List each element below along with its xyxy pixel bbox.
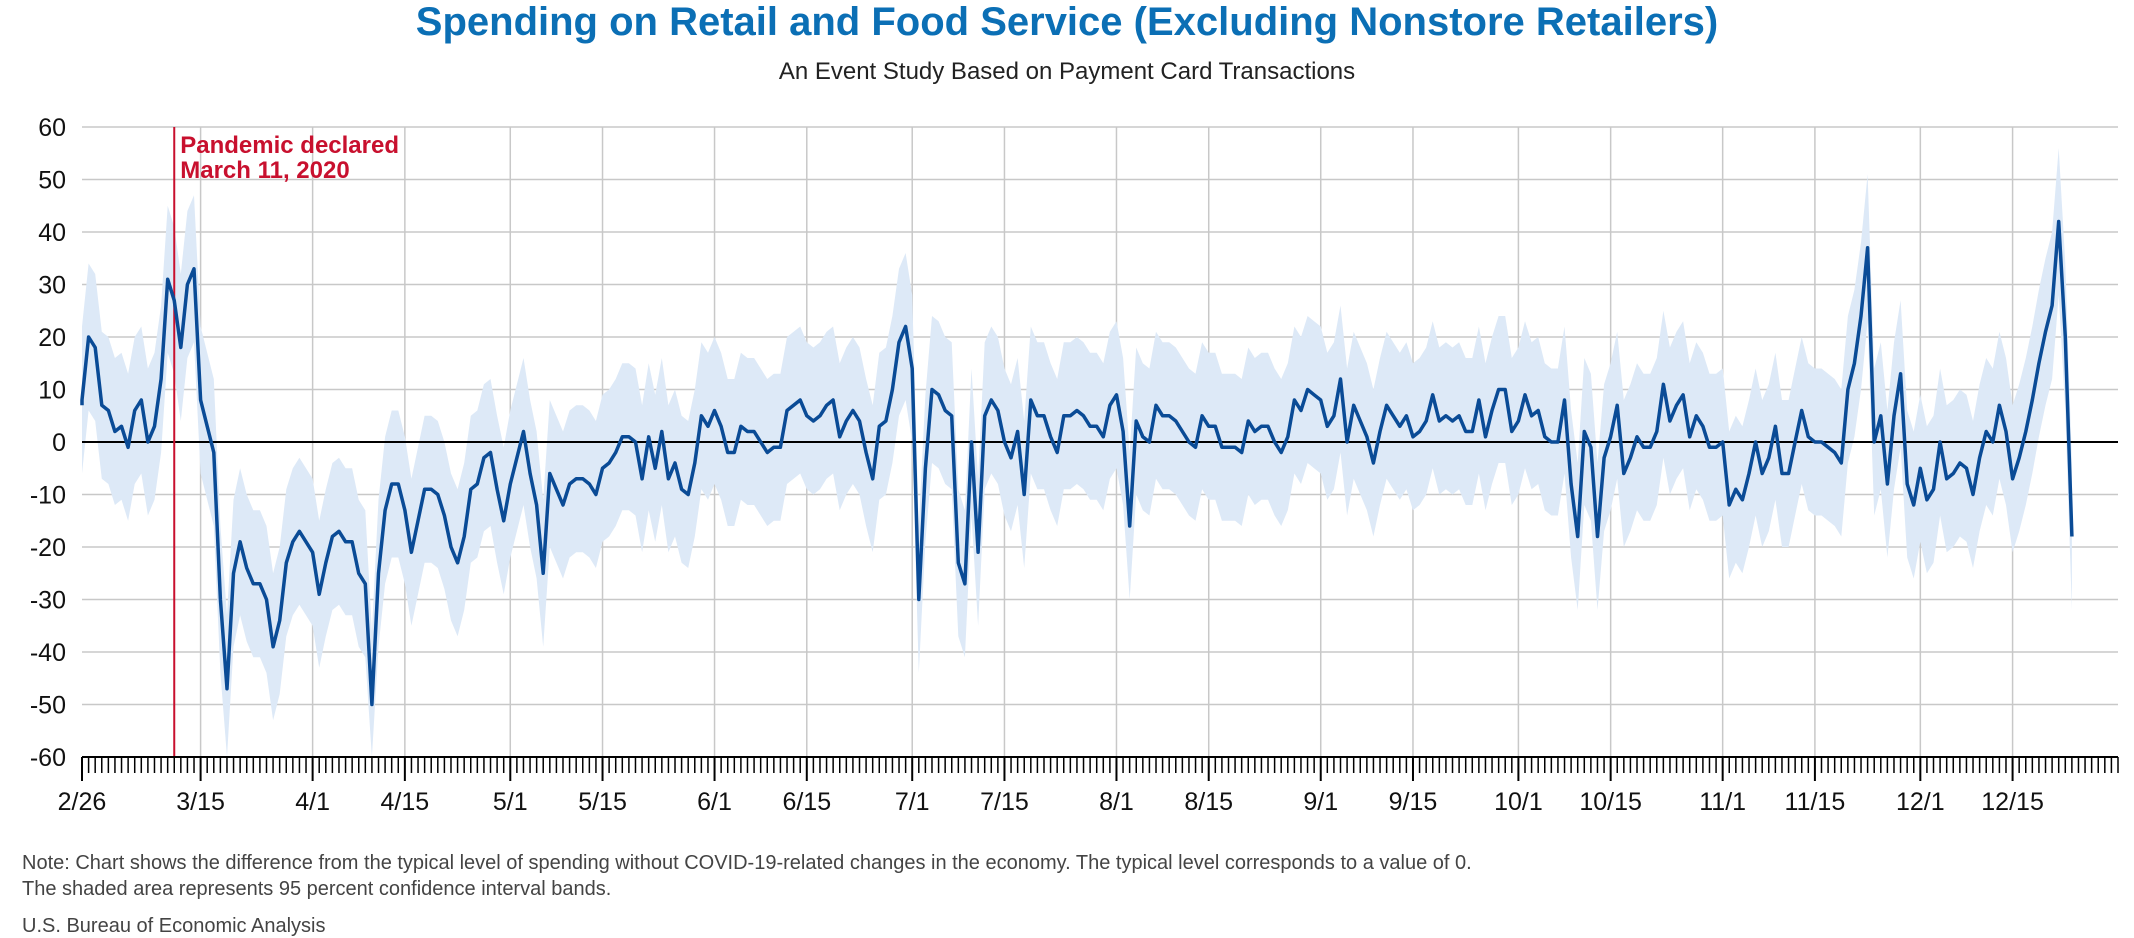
x-tick-label: 5/1 [493, 788, 528, 816]
confidence-interval-band [82, 148, 2072, 757]
x-tick-label: 3/15 [176, 788, 225, 816]
x-axis [81, 756, 2119, 781]
y-tick-label: 50 [38, 167, 66, 195]
x-tick-label: 10/15 [1579, 788, 1642, 816]
x-tick-label: 7/15 [980, 788, 1029, 816]
y-tick-label: -20 [30, 534, 66, 562]
chart-note-line-2: The shaded area represents 95 percent co… [22, 878, 612, 900]
y-tick-label: -50 [30, 692, 66, 720]
x-tick-label: 6/15 [782, 788, 831, 816]
x-tick-label: 4/1 [295, 788, 330, 816]
x-tick-label: 9/1 [1303, 788, 1338, 816]
x-tick-label: 11/15 [1785, 788, 1846, 816]
x-tick-label: 8/1 [1099, 788, 1134, 816]
line-chart: 60 50 40 30 20 10 0 -10 -20 -30 -40 -50 -60 2/26 3/15… [30, 114, 2119, 816]
x-tick-label: 8/15 [1184, 788, 1233, 816]
x-tick-label: 9/15 [1389, 788, 1438, 816]
y-tick-label: 40 [38, 219, 66, 247]
x-tick-label: 7/1 [895, 788, 930, 816]
y-tick-label: 60 [38, 114, 66, 142]
chart-title: Spending on Retail and Food Service (Exc… [415, 0, 1719, 44]
y-tick-label: 10 [38, 377, 66, 405]
source-credit: U.S. Bureau of Economic Analysis [22, 915, 326, 937]
y-tick-label: 30 [38, 272, 66, 300]
x-tick-label: 5/15 [578, 788, 627, 816]
y-tick-label: -10 [30, 482, 66, 510]
y-tick-label: -60 [30, 744, 66, 772]
x-axis-tick-labels: 2/26 3/15 4/1 4/15 5/1 5/15 6/1 6/15 7/1 7/15 8/1 8… [58, 788, 2044, 816]
chart-subtitle: An Event Study Based on Payment Card Tra… [778, 58, 1356, 85]
x-tick-label: 6/1 [697, 788, 732, 816]
x-tick-label: 2/26 [58, 788, 107, 816]
series-line [80, 219, 2074, 707]
x-tick-label: 10/1 [1494, 788, 1543, 816]
y-tick-label: 20 [38, 324, 66, 352]
x-tick-label: 12/15 [1981, 788, 2044, 816]
annotation-line-2: March 11, 2020 [180, 157, 349, 184]
annotation-line-1: Pandemic declared [180, 132, 399, 159]
series-group [80, 219, 2074, 707]
y-tick-label: -30 [30, 587, 66, 615]
x-tick-label: 4/15 [381, 788, 430, 816]
x-tick-label: 12/1 [1896, 788, 1945, 816]
chart-note-line-1: Note: Chart shows the difference from th… [22, 852, 1472, 874]
y-tick-label: -40 [30, 639, 66, 667]
x-tick-label: 11/1 [1699, 788, 1746, 816]
y-tick-label: 0 [52, 429, 66, 457]
y-axis-tick-labels: 60 50 40 30 20 10 0 -10 -20 -30 -40 -50 -60 [30, 114, 66, 772]
